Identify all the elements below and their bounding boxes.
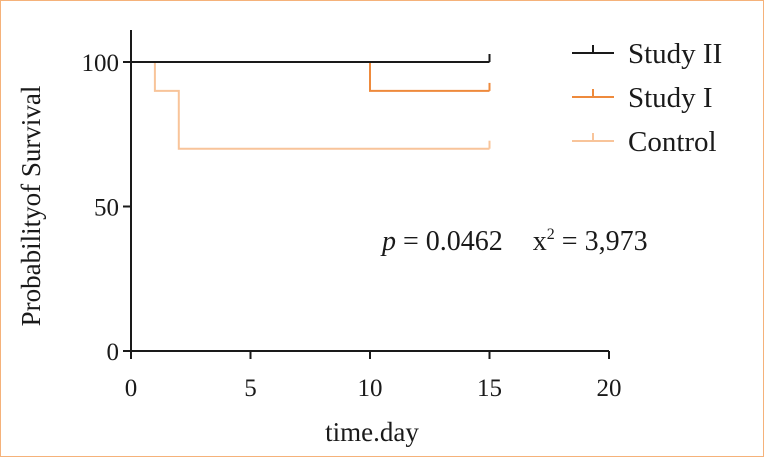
y-ticks: 0 50 100 [82,50,131,366]
y-tick-label: 50 [94,195,119,222]
legend-label: Study I [628,82,713,114]
stat-annotation: p = 0.0462 x2 = 3,973 [380,226,648,257]
chi-symbol: x [533,226,547,257]
legend-label: Control [628,126,717,158]
legend: Study II Study I Control [572,38,722,158]
y-tick-label: 100 [82,50,120,77]
y-tick-label: 0 [107,339,120,366]
x-tick-label: 20 [597,375,622,402]
series-line-control [153,62,490,150]
x-tick-label: 5 [244,375,257,402]
chi-value: = 3,973 [555,226,648,257]
series-line-study-i [369,62,490,92]
legend-label: Study II [628,38,722,70]
x-tick-label: 10 [358,375,383,402]
x-tick-label: 0 [125,375,138,402]
series-layer [131,54,491,150]
x-ticks: 0 5 10 15 20 [125,351,622,402]
y-axis-title: Probabilityof Survival [16,86,46,327]
p-value: = 0.0462 [396,226,503,257]
x-tick-label: 15 [477,375,502,402]
x-axis-title: time.day [325,417,419,447]
p-symbol: p [380,226,396,257]
chi-superscript: 2 [547,226,555,243]
